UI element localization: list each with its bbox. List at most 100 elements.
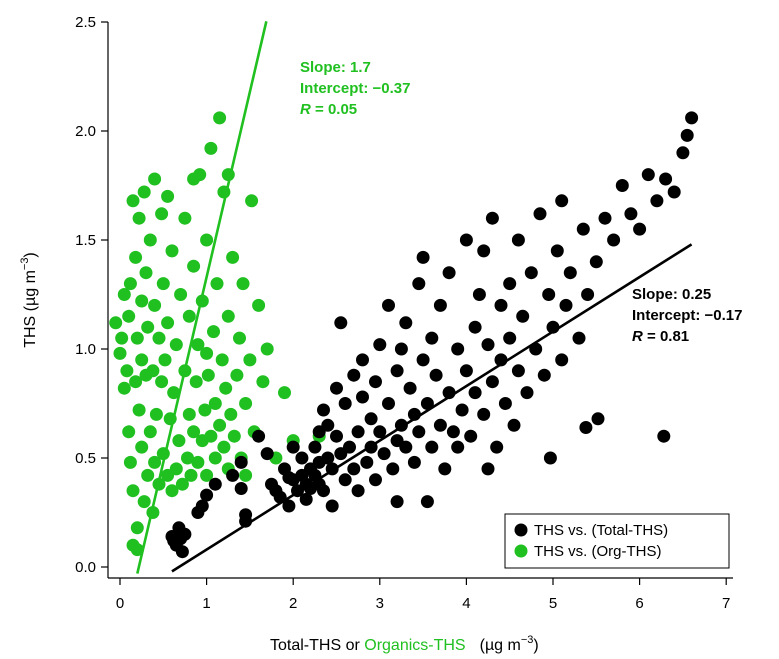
data-point-total-ths <box>286 440 300 454</box>
data-point-total-ths <box>607 233 621 247</box>
data-point-total-ths <box>295 451 309 465</box>
data-point-total-ths <box>317 403 330 417</box>
data-point-org-ths <box>172 434 186 448</box>
x-tick-label: 1 <box>202 595 210 612</box>
data-point-total-ths <box>494 298 508 312</box>
data-point-total-ths <box>347 368 361 382</box>
data-point-org-ths <box>122 309 136 323</box>
data-point-org-ths <box>135 440 149 454</box>
data-point-total-ths <box>433 418 447 432</box>
data-point-org-ths <box>182 309 196 323</box>
x-tick-label: 6 <box>635 595 643 612</box>
y-axis-title-text: THS (µg m <box>22 270 39 348</box>
data-point-org-ths <box>148 455 162 469</box>
data-point-total-ths <box>503 277 517 291</box>
data-point-org-ths <box>200 468 214 482</box>
data-point-total-ths <box>416 353 430 367</box>
data-point-org-ths <box>149 407 163 421</box>
data-point-total-ths <box>657 429 671 443</box>
data-point-org-ths <box>137 495 151 509</box>
data-point-total-ths <box>429 368 443 382</box>
data-point-total-ths <box>542 288 556 301</box>
data-point-total-ths <box>446 425 460 439</box>
data-point-total-ths <box>524 266 538 280</box>
data-point-org-ths <box>161 189 175 203</box>
green-r-label: R = 0.05 <box>300 101 357 118</box>
data-point-org-ths <box>123 277 137 291</box>
y-axis-title: THS (µg m−3) <box>19 252 39 348</box>
data-point-total-ths <box>481 462 495 476</box>
y-tick-label: 0.0 <box>75 559 96 576</box>
data-point-org-ths <box>219 381 233 395</box>
data-point-total-ths <box>369 473 382 487</box>
green-slope-label: Slope: 1.7 <box>300 59 371 76</box>
x-tick-label: 7 <box>722 595 730 612</box>
data-point-total-ths <box>416 250 430 264</box>
data-point-org-ths <box>161 316 175 330</box>
data-point-total-ths <box>537 368 551 382</box>
data-point-total-ths <box>555 194 569 208</box>
data-point-org-ths <box>148 298 162 312</box>
data-point-org-ths <box>187 425 201 439</box>
data-point-total-ths <box>579 421 593 434</box>
data-point-total-ths <box>330 429 343 443</box>
data-point-total-ths <box>425 331 439 345</box>
data-point-total-ths <box>550 244 564 258</box>
data-point-total-ths <box>455 403 469 417</box>
data-point-org-ths <box>236 277 250 291</box>
fit-line-total-ths <box>171 243 693 573</box>
data-point-org-ths <box>155 207 169 221</box>
data-point-total-ths <box>338 473 352 487</box>
y-tick-label: 1.5 <box>75 232 96 249</box>
data-point-total-ths <box>394 342 408 356</box>
data-point-total-ths <box>338 397 352 410</box>
data-point-org-ths <box>135 353 149 367</box>
data-point-org-ths <box>137 185 151 199</box>
data-point-org-ths <box>191 338 205 352</box>
y-tick-label: 2.0 <box>75 123 96 140</box>
data-point-total-ths <box>234 482 248 495</box>
data-point-total-ths <box>468 386 482 400</box>
data-point-org-ths <box>129 250 143 264</box>
data-point-total-ths <box>425 440 439 454</box>
data-point-total-ths <box>589 255 603 269</box>
data-point-org-ths <box>130 521 144 535</box>
data-point-total-ths <box>451 440 465 454</box>
data-point-total-ths <box>572 331 586 345</box>
black-r-symbol: R <box>632 328 643 345</box>
data-point-org-ths <box>213 111 227 125</box>
data-point-total-ths <box>581 288 595 301</box>
data-point-org-ths <box>204 141 218 155</box>
data-point-org-ths <box>208 451 222 465</box>
data-point-total-ths <box>200 488 214 502</box>
data-point-org-ths <box>191 455 205 469</box>
data-point-org-ths <box>143 425 157 439</box>
data-point-org-ths <box>200 233 214 247</box>
data-point-total-ths <box>459 364 473 378</box>
data-point-total-ths <box>420 495 434 509</box>
x-axis-title-organics: Organics-THS <box>364 637 465 654</box>
data-point-total-ths <box>260 447 274 461</box>
data-point-org-ths <box>141 320 155 334</box>
data-point-total-ths <box>598 211 612 225</box>
x-ticks: 0 1 2 3 4 5 6 7 <box>116 578 730 612</box>
data-point-org-ths <box>139 266 153 280</box>
data-point-total-ths <box>412 277 426 291</box>
data-point-org-ths <box>130 543 144 557</box>
data-point-total-ths <box>390 495 404 509</box>
data-point-total-ths <box>563 266 577 280</box>
data-point-org-ths <box>158 353 172 367</box>
legend-label-org: THS vs. (Org-THS) <box>534 543 662 560</box>
data-point-org-ths <box>230 368 244 382</box>
legend-box <box>504 513 730 569</box>
legend-marker-org <box>514 544 528 558</box>
data-point-org-ths <box>221 309 235 323</box>
data-point-org-ths <box>132 403 146 417</box>
data-point-total-ths <box>543 451 557 465</box>
fit-line-org-ths <box>136 21 268 574</box>
y-tick-label: 0.5 <box>75 450 96 467</box>
data-point-org-ths <box>215 353 229 367</box>
data-point-org-ths <box>117 288 131 301</box>
data-point-total-ths <box>347 462 361 476</box>
